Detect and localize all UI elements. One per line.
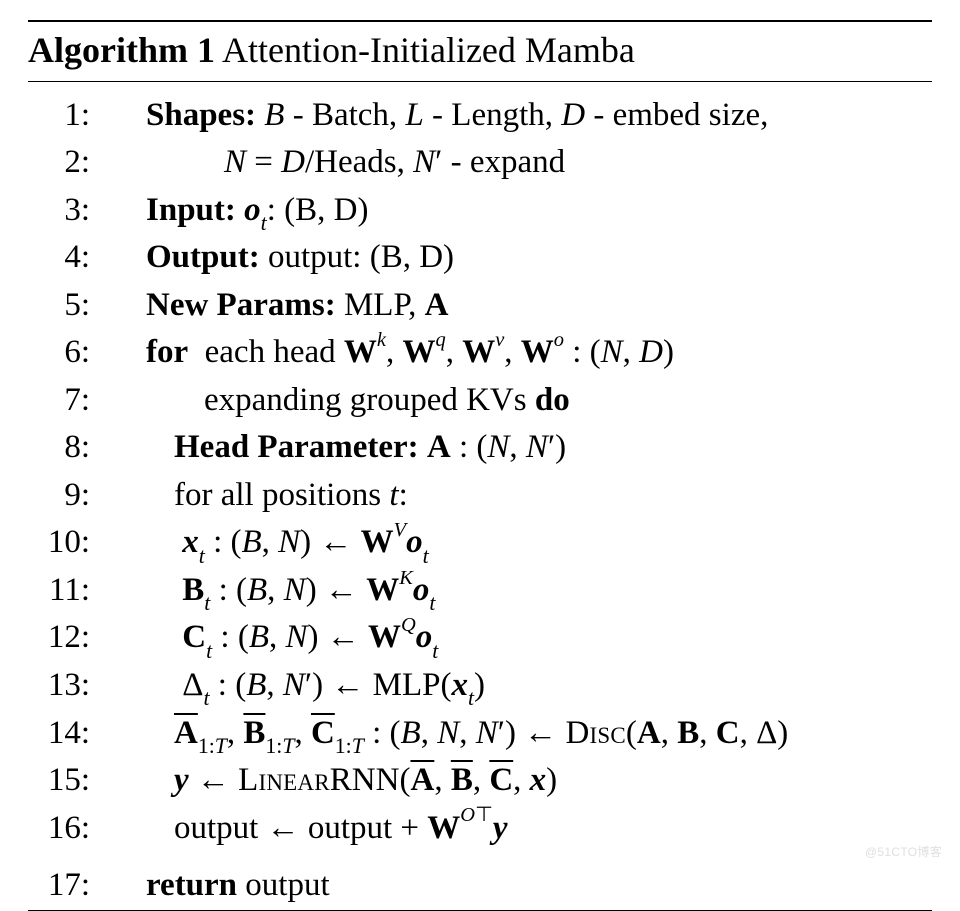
algorithm-title: Attention-Initialized Mamba xyxy=(222,30,635,70)
line-number: 3: xyxy=(28,188,104,234)
line-number: 11: xyxy=(28,568,104,614)
algo-line: 7:expanding grouped KVs do xyxy=(28,377,932,425)
line-body: Head Parameter: A : (N, N′) xyxy=(104,425,932,471)
line-body: return output xyxy=(104,863,932,909)
bottom-rule xyxy=(28,910,932,911)
line-number: 1: xyxy=(28,93,104,139)
line-body: output ← output + WO⊤y xyxy=(104,806,932,852)
algorithm-title-row: Algorithm 1 Attention-Initialized Mamba xyxy=(28,22,932,81)
algo-line: 16:output ← output + WO⊤y xyxy=(28,805,932,853)
line-body: for all positions t: xyxy=(104,473,932,519)
line-number: 4: xyxy=(28,235,104,281)
line-number: 14: xyxy=(28,711,104,757)
line-body: xt : (B, N) ← WVot xyxy=(104,520,932,566)
algo-line: 1:Shapes: B - Batch, L - Length, D - emb… xyxy=(28,92,932,140)
line-body: Bt : (B, N) ← WKot xyxy=(104,568,932,614)
line-number: 10: xyxy=(28,520,104,566)
algo-line: 17:return output xyxy=(28,862,932,910)
line-body: for each head Wk, Wq, Wv, Wo : (N, D) xyxy=(104,330,932,376)
algo-line: 8:Head Parameter: A : (N, N′) xyxy=(28,424,932,472)
algo-line: 12: Ct : (B, N) ← WQot xyxy=(28,614,932,662)
algo-line: 15:y ← LinearRNN(A, B, C, x) xyxy=(28,757,932,805)
line-number: 13: xyxy=(28,663,104,709)
algorithm-number: Algorithm 1 xyxy=(28,30,215,70)
line-body: Input: ot: (B, D) xyxy=(104,188,932,234)
line-body: New Params: MLP, A xyxy=(104,283,932,329)
line-number: 2: xyxy=(28,140,104,186)
algo-line: 13: Δt : (B, N′) ← MLP(xt) xyxy=(28,662,932,710)
line-body: Δt : (B, N′) ← MLP(xt) xyxy=(104,663,932,709)
line-number: 6: xyxy=(28,330,104,376)
algo-line: 5:New Params: MLP, A xyxy=(28,282,932,330)
line-number: 17: xyxy=(28,863,104,909)
line-body: Shapes: B - Batch, L - Length, D - embed… xyxy=(104,93,932,139)
algo-line: 3:Input: ot: (B, D) xyxy=(28,187,932,235)
algorithm-lines: 1:Shapes: B - Batch, L - Length, D - emb… xyxy=(28,82,932,910)
algo-line: 11: Bt : (B, N) ← WKot xyxy=(28,567,932,615)
algo-line: 2:N = D/Heads, N′ - expand xyxy=(28,139,932,187)
line-body: y ← LinearRNN(A, B, C, x) xyxy=(104,758,932,804)
line-number: 15: xyxy=(28,758,104,804)
line-body: N = D/Heads, N′ - expand xyxy=(104,140,932,186)
algo-line: 4:Output: output: (B, D) xyxy=(28,234,932,282)
algo-line: 9:for all positions t: xyxy=(28,472,932,520)
watermark-text: @51CTO博客 xyxy=(865,843,942,860)
line-number: 5: xyxy=(28,283,104,329)
line-number: 8: xyxy=(28,425,104,471)
line-number: 9: xyxy=(28,473,104,519)
line-body: Output: output: (B, D) xyxy=(104,235,932,281)
line-body: A1:T, B1:T, C1:T : (B, N, N′) ← Disc(A, … xyxy=(104,711,932,757)
algorithm-block: Algorithm 1 Attention-Initialized Mamba … xyxy=(0,0,960,874)
line-number: 12: xyxy=(28,615,104,661)
line-number: 16: xyxy=(28,806,104,852)
algo-line: 10: xt : (B, N) ← WVot xyxy=(28,519,932,567)
algo-line: 6:for each head Wk, Wq, Wv, Wo : (N, D) xyxy=(28,329,932,377)
algo-line: 14:A1:T, B1:T, C1:T : (B, N, N′) ← Disc(… xyxy=(28,710,932,758)
line-body: expanding grouped KVs do xyxy=(104,378,932,424)
line-body: Ct : (B, N) ← WQot xyxy=(104,615,932,661)
line-number: 7: xyxy=(28,378,104,424)
